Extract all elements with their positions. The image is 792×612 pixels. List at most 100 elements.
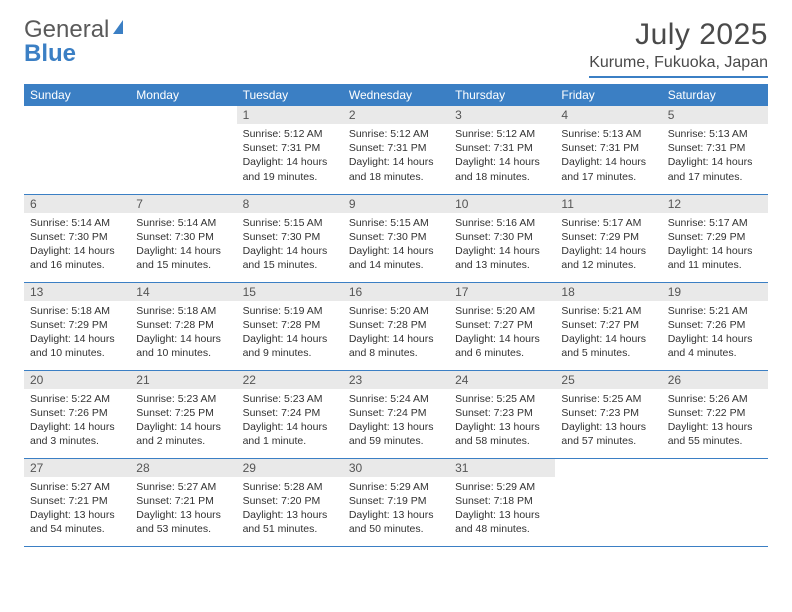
daylight-text: Daylight: 13 hours and 55 minutes. xyxy=(668,420,762,448)
day-details: Sunrise: 5:21 AMSunset: 7:27 PMDaylight:… xyxy=(555,301,661,366)
daylight-text: Daylight: 13 hours and 58 minutes. xyxy=(455,420,549,448)
sunrise-text: Sunrise: 5:12 AM xyxy=(349,127,443,141)
calendar-cell: 29Sunrise: 5:28 AMSunset: 7:20 PMDayligh… xyxy=(237,458,343,546)
calendar-cell: 13Sunrise: 5:18 AMSunset: 7:29 PMDayligh… xyxy=(24,282,130,370)
calendar-cell: 10Sunrise: 5:16 AMSunset: 7:30 PMDayligh… xyxy=(449,194,555,282)
sunset-text: Sunset: 7:30 PM xyxy=(349,230,443,244)
sunrise-text: Sunrise: 5:17 AM xyxy=(668,216,762,230)
sunset-text: Sunset: 7:27 PM xyxy=(455,318,549,332)
sunrise-text: Sunrise: 5:20 AM xyxy=(349,304,443,318)
daylight-text: Daylight: 14 hours and 12 minutes. xyxy=(561,244,655,272)
sunset-text: Sunset: 7:21 PM xyxy=(136,494,230,508)
day-details: Sunrise: 5:21 AMSunset: 7:26 PMDaylight:… xyxy=(662,301,768,366)
sunrise-text: Sunrise: 5:20 AM xyxy=(455,304,549,318)
sunrise-text: Sunrise: 5:28 AM xyxy=(243,480,337,494)
day-details: Sunrise: 5:13 AMSunset: 7:31 PMDaylight:… xyxy=(662,124,768,189)
calendar-table: Sunday Monday Tuesday Wednesday Thursday… xyxy=(24,84,768,547)
sunrise-text: Sunrise: 5:26 AM xyxy=(668,392,762,406)
day-details: Sunrise: 5:20 AMSunset: 7:28 PMDaylight:… xyxy=(343,301,449,366)
daylight-text: Daylight: 14 hours and 14 minutes. xyxy=(349,244,443,272)
day-details: Sunrise: 5:12 AMSunset: 7:31 PMDaylight:… xyxy=(237,124,343,189)
sunset-text: Sunset: 7:22 PM xyxy=(668,406,762,420)
sunrise-text: Sunrise: 5:12 AM xyxy=(243,127,337,141)
day-details: Sunrise: 5:14 AMSunset: 7:30 PMDaylight:… xyxy=(24,213,130,278)
calendar-row: 20Sunrise: 5:22 AMSunset: 7:26 PMDayligh… xyxy=(24,370,768,458)
sunset-text: Sunset: 7:28 PM xyxy=(243,318,337,332)
day-number: 12 xyxy=(662,195,768,213)
day-details: Sunrise: 5:18 AMSunset: 7:28 PMDaylight:… xyxy=(130,301,236,366)
sunset-text: Sunset: 7:27 PM xyxy=(561,318,655,332)
day-number: 22 xyxy=(237,371,343,389)
calendar-row: 1Sunrise: 5:12 AMSunset: 7:31 PMDaylight… xyxy=(24,106,768,194)
sunrise-text: Sunrise: 5:15 AM xyxy=(243,216,337,230)
day-number: 25 xyxy=(555,371,661,389)
day-details: Sunrise: 5:27 AMSunset: 7:21 PMDaylight:… xyxy=(130,477,236,542)
day-number: 26 xyxy=(662,371,768,389)
daylight-text: Daylight: 14 hours and 13 minutes. xyxy=(455,244,549,272)
calendar-cell: 15Sunrise: 5:19 AMSunset: 7:28 PMDayligh… xyxy=(237,282,343,370)
calendar-cell: 5Sunrise: 5:13 AMSunset: 7:31 PMDaylight… xyxy=(662,106,768,194)
daylight-text: Daylight: 13 hours and 54 minutes. xyxy=(30,508,124,536)
sunset-text: Sunset: 7:29 PM xyxy=(561,230,655,244)
day-number: 1 xyxy=(237,106,343,124)
sunrise-text: Sunrise: 5:29 AM xyxy=(349,480,443,494)
sunset-text: Sunset: 7:31 PM xyxy=(561,141,655,155)
day-number: 4 xyxy=(555,106,661,124)
day-details: Sunrise: 5:15 AMSunset: 7:30 PMDaylight:… xyxy=(237,213,343,278)
day-details: Sunrise: 5:16 AMSunset: 7:30 PMDaylight:… xyxy=(449,213,555,278)
sunset-text: Sunset: 7:19 PM xyxy=(349,494,443,508)
sunrise-text: Sunrise: 5:23 AM xyxy=(136,392,230,406)
weekday-header: Tuesday xyxy=(237,84,343,106)
title-block: July 2025 Kurume, Fukuoka, Japan xyxy=(589,18,768,78)
logo-text-bottom: Blue xyxy=(24,42,109,66)
day-number: 7 xyxy=(130,195,236,213)
daylight-text: Daylight: 13 hours and 53 minutes. xyxy=(136,508,230,536)
sunrise-text: Sunrise: 5:19 AM xyxy=(243,304,337,318)
day-details: Sunrise: 5:19 AMSunset: 7:28 PMDaylight:… xyxy=(237,301,343,366)
daylight-text: Daylight: 14 hours and 3 minutes. xyxy=(30,420,124,448)
day-number: 2 xyxy=(343,106,449,124)
calendar-cell: 25Sunrise: 5:25 AMSunset: 7:23 PMDayligh… xyxy=(555,370,661,458)
sunset-text: Sunset: 7:31 PM xyxy=(668,141,762,155)
calendar-cell xyxy=(24,106,130,194)
sunrise-text: Sunrise: 5:12 AM xyxy=(455,127,549,141)
calendar-cell: 9Sunrise: 5:15 AMSunset: 7:30 PMDaylight… xyxy=(343,194,449,282)
sunset-text: Sunset: 7:24 PM xyxy=(349,406,443,420)
daylight-text: Daylight: 14 hours and 6 minutes. xyxy=(455,332,549,360)
sunrise-text: Sunrise: 5:29 AM xyxy=(455,480,549,494)
sunrise-text: Sunrise: 5:24 AM xyxy=(349,392,443,406)
daylight-text: Daylight: 14 hours and 2 minutes. xyxy=(136,420,230,448)
calendar-cell: 2Sunrise: 5:12 AMSunset: 7:31 PMDaylight… xyxy=(343,106,449,194)
daylight-text: Daylight: 14 hours and 15 minutes. xyxy=(243,244,337,272)
day-number: 14 xyxy=(130,283,236,301)
calendar-cell: 28Sunrise: 5:27 AMSunset: 7:21 PMDayligh… xyxy=(130,458,236,546)
sunrise-text: Sunrise: 5:18 AM xyxy=(136,304,230,318)
day-number: 23 xyxy=(343,371,449,389)
day-details: Sunrise: 5:12 AMSunset: 7:31 PMDaylight:… xyxy=(343,124,449,189)
sunrise-text: Sunrise: 5:25 AM xyxy=(455,392,549,406)
calendar-cell: 4Sunrise: 5:13 AMSunset: 7:31 PMDaylight… xyxy=(555,106,661,194)
calendar-cell: 1Sunrise: 5:12 AMSunset: 7:31 PMDaylight… xyxy=(237,106,343,194)
logo: General Blue xyxy=(24,18,109,66)
calendar-cell xyxy=(662,458,768,546)
day-details: Sunrise: 5:25 AMSunset: 7:23 PMDaylight:… xyxy=(555,389,661,454)
calendar-cell: 17Sunrise: 5:20 AMSunset: 7:27 PMDayligh… xyxy=(449,282,555,370)
logo-text-top: General xyxy=(24,18,109,42)
day-details: Sunrise: 5:26 AMSunset: 7:22 PMDaylight:… xyxy=(662,389,768,454)
calendar-cell: 20Sunrise: 5:22 AMSunset: 7:26 PMDayligh… xyxy=(24,370,130,458)
day-details: Sunrise: 5:20 AMSunset: 7:27 PMDaylight:… xyxy=(449,301,555,366)
weekday-header: Monday xyxy=(130,84,236,106)
day-number: 9 xyxy=(343,195,449,213)
weekday-header: Wednesday xyxy=(343,84,449,106)
day-details: Sunrise: 5:23 AMSunset: 7:24 PMDaylight:… xyxy=(237,389,343,454)
daylight-text: Daylight: 14 hours and 9 minutes. xyxy=(243,332,337,360)
calendar-cell: 3Sunrise: 5:12 AMSunset: 7:31 PMDaylight… xyxy=(449,106,555,194)
daylight-text: Daylight: 14 hours and 18 minutes. xyxy=(455,155,549,183)
calendar-cell xyxy=(555,458,661,546)
daylight-text: Daylight: 13 hours and 57 minutes. xyxy=(561,420,655,448)
day-details: Sunrise: 5:22 AMSunset: 7:26 PMDaylight:… xyxy=(24,389,130,454)
daylight-text: Daylight: 14 hours and 17 minutes. xyxy=(561,155,655,183)
calendar-cell: 23Sunrise: 5:24 AMSunset: 7:24 PMDayligh… xyxy=(343,370,449,458)
weekday-header: Sunday xyxy=(24,84,130,106)
calendar-body: 1Sunrise: 5:12 AMSunset: 7:31 PMDaylight… xyxy=(24,106,768,546)
